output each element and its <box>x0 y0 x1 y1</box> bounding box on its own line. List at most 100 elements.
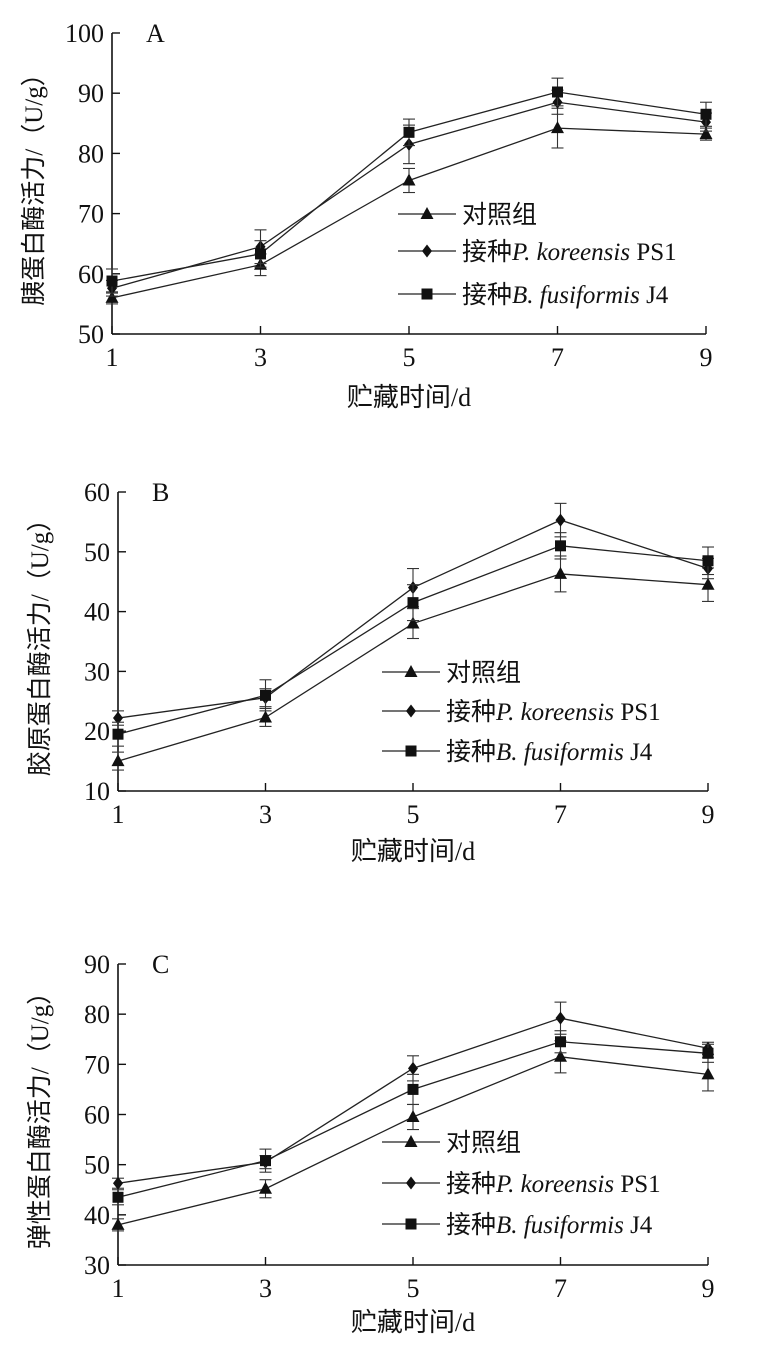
legend-label: 接种P. koreensis PS1 <box>462 238 677 266</box>
panel-a-legend-entry: 接种B. fusiformis J4 <box>398 281 669 309</box>
panel-a-legend-entry: 接种P. koreensis PS1 <box>398 238 677 266</box>
panel-b-series-triangle <box>111 555 715 771</box>
data-point <box>701 1067 715 1080</box>
data-point <box>403 126 415 138</box>
x-tick-label: 1 <box>112 1274 125 1303</box>
data-point <box>259 1181 272 1194</box>
panel-b-series-square <box>112 532 714 747</box>
x-tick-label: 3 <box>254 343 267 372</box>
y-tick-label: 50 <box>84 1151 110 1180</box>
data-point <box>700 108 712 120</box>
legend-marker <box>405 745 417 757</box>
panel-b-legend-entry: 对照组 <box>382 659 521 687</box>
data-point <box>406 616 420 629</box>
panel-c-legend-entry: 接种B. fusiformis J4 <box>382 1211 653 1239</box>
y-tick-label: 80 <box>84 1000 110 1029</box>
data-point <box>112 728 124 740</box>
legend-label: 对照组 <box>462 201 537 229</box>
data-point <box>113 711 123 725</box>
data-point <box>402 173 416 186</box>
data-point <box>111 754 125 767</box>
data-point <box>407 597 419 609</box>
x-tick-label: 3 <box>259 1274 272 1303</box>
data-point <box>111 1217 125 1230</box>
x-tick-label: 1 <box>106 343 119 372</box>
data-point <box>702 555 714 567</box>
legend-label: 对照组 <box>446 659 521 687</box>
panel-b-legend-entry: 接种P. koreensis PS1 <box>382 698 661 726</box>
x-tick-label: 9 <box>702 800 715 829</box>
panel-c: 30 40 50 60 70 80 90 1 3 5 7 9 C 贮藏时间/d 弹性蛋白酶活力/（U/g） 对… <box>26 950 715 1337</box>
data-point <box>552 86 563 98</box>
x-tick-label: 9 <box>700 343 713 372</box>
legend-marker <box>405 1218 417 1230</box>
legend-label: 接种P. koreensis PS1 <box>446 698 661 726</box>
legend-marker <box>406 704 416 718</box>
panel-c-legend-entry: 接种P. koreensis PS1 <box>382 1170 661 1198</box>
y-tick-label: 40 <box>84 598 110 627</box>
data-point <box>554 1049 567 1062</box>
y-tick-label: 100 <box>65 19 104 48</box>
x-tick-label: 5 <box>403 343 416 372</box>
panel-c-x-axis-label: 贮藏时间/d <box>351 1308 475 1337</box>
legend-label: 接种B. fusiformis J4 <box>446 1211 653 1239</box>
data-point <box>112 1191 124 1203</box>
y-tick-label: 40 <box>84 1201 110 1230</box>
legend-marker <box>404 1135 418 1147</box>
legend-marker <box>421 288 433 300</box>
data-point <box>259 710 272 723</box>
data-point <box>555 1011 566 1025</box>
y-tick-label: 10 <box>84 777 110 806</box>
y-tick-label: 30 <box>84 1251 110 1280</box>
panel-c-legend-entry: 对照组 <box>382 1129 521 1157</box>
data-point <box>260 689 271 701</box>
data-point <box>106 275 118 287</box>
data-point <box>113 1176 123 1190</box>
data-point <box>551 121 564 134</box>
data-point <box>255 248 266 260</box>
data-point <box>406 1110 420 1123</box>
x-tick-label: 5 <box>407 800 420 829</box>
panel-b-x-axis-label: 贮藏时间/d <box>351 837 475 866</box>
data-point <box>699 127 713 140</box>
panel-a-x-axis-label: 贮藏时间/d <box>347 383 471 412</box>
legend-marker <box>404 665 418 677</box>
x-tick-label: 3 <box>259 800 272 829</box>
x-tick-label: 1 <box>112 800 125 829</box>
legend-label: 对照组 <box>446 1129 521 1157</box>
y-tick-label: 60 <box>78 260 104 289</box>
y-tick-label: 90 <box>84 950 110 979</box>
data-point <box>555 540 566 552</box>
panel-b-legend-entry: 接种B. fusiformis J4 <box>382 738 653 766</box>
legend-marker <box>406 1176 416 1190</box>
panel-c-letter: C <box>152 950 169 979</box>
x-tick-label: 7 <box>554 800 567 829</box>
panel-b-y-axis-label: 胶原蛋白酶活力/（U/g） <box>26 507 54 776</box>
data-point <box>105 290 119 303</box>
panel-c-y-axis-label: 弹性蛋白酶活力/（U/g） <box>26 980 54 1249</box>
legend-marker <box>420 207 434 219</box>
data-point <box>701 577 715 590</box>
y-tick-label: 50 <box>78 320 104 349</box>
data-point <box>408 1061 418 1075</box>
panel-a-series-square <box>106 77 712 294</box>
x-tick-label: 7 <box>551 343 564 372</box>
x-tick-label: 7 <box>554 1274 567 1303</box>
panel-c-series-square <box>112 1030 714 1206</box>
y-tick-label: 60 <box>84 1101 110 1130</box>
panel-c-series-triangle <box>111 1040 715 1232</box>
y-tick-label: 70 <box>84 1050 110 1079</box>
y-tick-label: 80 <box>78 139 104 168</box>
data-point <box>555 513 566 527</box>
legend-label: 接种P. koreensis PS1 <box>446 1170 661 1198</box>
data-point <box>702 1047 714 1059</box>
y-tick-label: 20 <box>84 717 110 746</box>
data-point <box>260 1155 271 1167</box>
legend-label: 接种B. fusiformis J4 <box>462 281 669 309</box>
data-point <box>554 566 567 579</box>
legend-marker <box>422 244 432 258</box>
panel-a: 50 60 70 80 90 100 1 3 5 7 9 A 贮藏时间/d 胰蛋白酶活力/（U/g） 对照组… <box>20 19 713 412</box>
x-tick-label: 5 <box>407 1274 420 1303</box>
y-tick-label: 60 <box>84 478 110 507</box>
